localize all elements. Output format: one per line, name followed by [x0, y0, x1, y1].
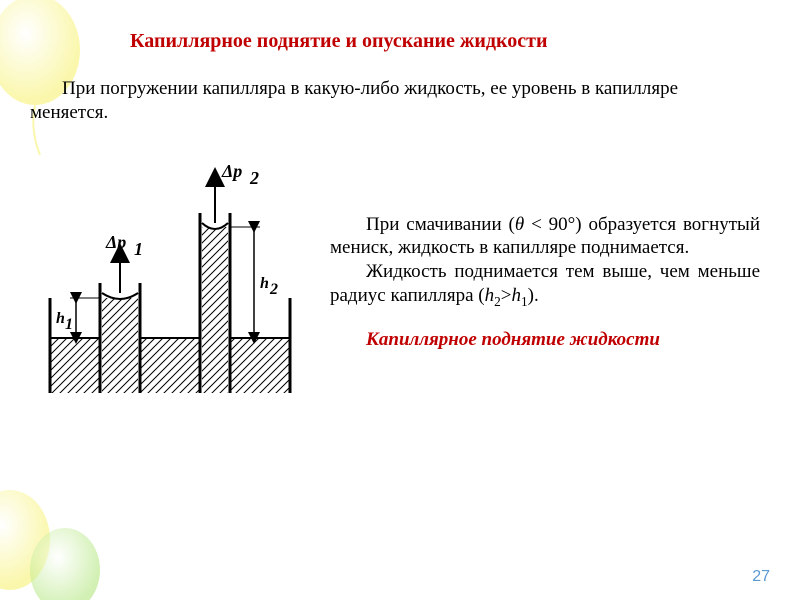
svg-text:Δp: Δp — [105, 232, 126, 252]
svg-text:1: 1 — [65, 316, 73, 333]
svg-text:2: 2 — [249, 168, 259, 188]
svg-text:h: h — [56, 310, 65, 327]
page-title: Капиллярное поднятие и опускание жидкост… — [130, 30, 760, 53]
page-number: 27 — [752, 568, 770, 586]
svg-text:Δp: Δp — [221, 161, 242, 181]
svg-text:1: 1 — [134, 239, 143, 259]
intro-text: При погружении капилляра в какую-либо жи… — [30, 78, 678, 123]
theta-symbol: θ — [515, 214, 524, 235]
paragraph-height: Жидкость поднимается тем выше, чем меньш… — [330, 260, 760, 310]
svg-text:2: 2 — [269, 281, 278, 298]
caption-capillary-rise: Капиллярное поднятие жидкости — [330, 328, 760, 352]
paragraph-wetting: При смачивании (θ < 90°) образуется вогн… — [330, 213, 760, 261]
svg-text:h: h — [260, 275, 269, 292]
intro-paragraph: При погружении капилляра в какую-либо жи… — [30, 77, 760, 125]
capillary-diagram: Δp 1 Δp 2 h — [30, 143, 330, 413]
